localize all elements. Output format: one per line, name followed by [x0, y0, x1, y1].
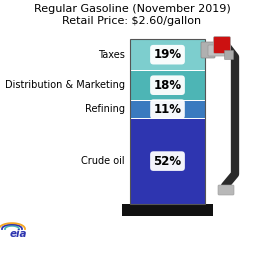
Bar: [130, 39, 205, 204]
FancyBboxPatch shape: [201, 42, 215, 58]
FancyBboxPatch shape: [214, 37, 230, 54]
Text: 11%: 11%: [153, 103, 182, 116]
Text: Distribution & Marketing: Distribution & Marketing: [5, 80, 125, 90]
Bar: [130, 100, 205, 118]
Bar: [122, 204, 213, 216]
Bar: [130, 70, 205, 100]
Bar: [130, 118, 205, 204]
Text: 19%: 19%: [153, 48, 182, 61]
Text: Refining: Refining: [85, 104, 125, 114]
FancyBboxPatch shape: [218, 185, 234, 195]
Text: Crude oil: Crude oil: [81, 156, 125, 166]
Text: 52%: 52%: [153, 155, 182, 168]
Text: eia: eia: [10, 229, 27, 239]
Bar: [130, 39, 205, 70]
Text: Regular Gasoline (November 2019): Regular Gasoline (November 2019): [34, 4, 230, 14]
Text: 18%: 18%: [153, 79, 182, 92]
Text: Retail Price: $2.60/gallon: Retail Price: $2.60/gallon: [63, 16, 201, 26]
FancyBboxPatch shape: [208, 45, 228, 56]
FancyBboxPatch shape: [224, 51, 233, 59]
Text: Taxes: Taxes: [98, 50, 125, 60]
